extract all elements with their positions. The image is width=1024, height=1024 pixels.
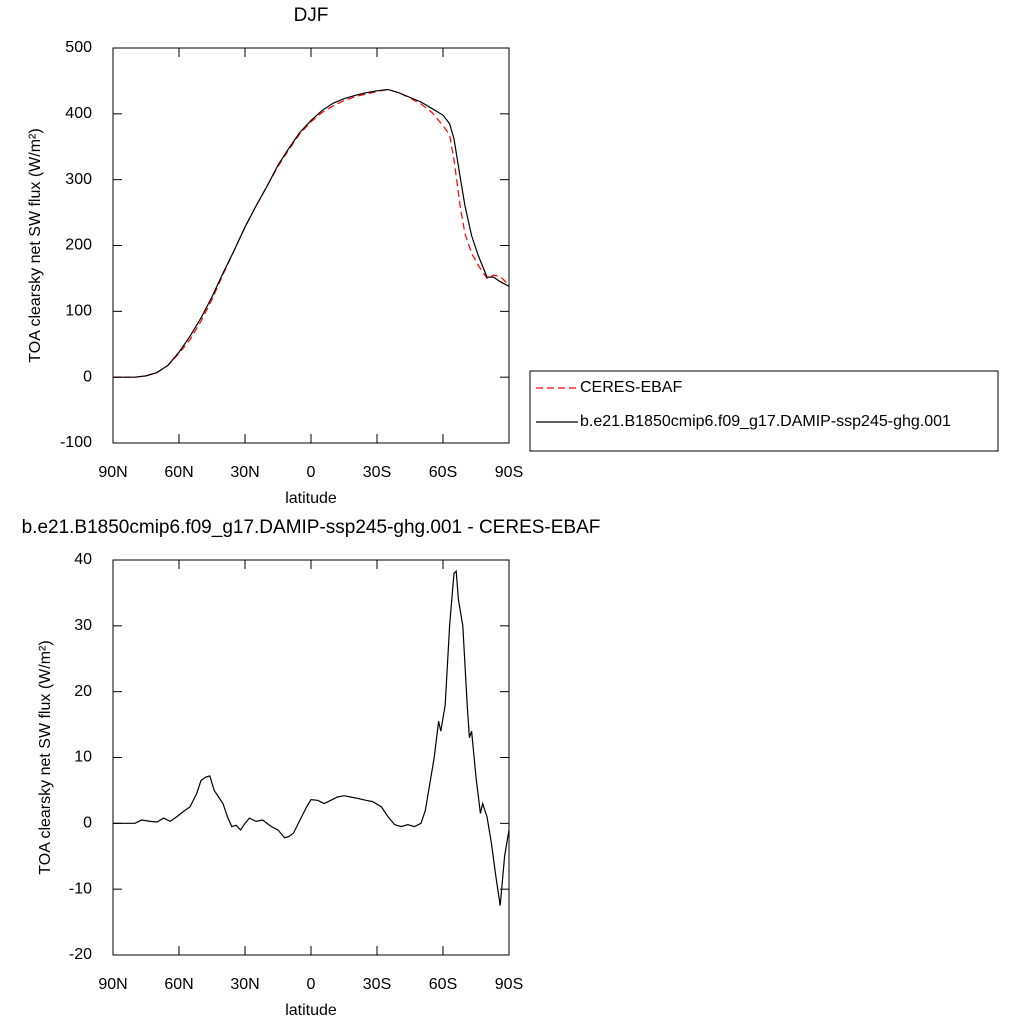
- y-tick-label: 0: [83, 815, 92, 832]
- y-tick-label: 20: [74, 683, 92, 700]
- legend-label: CERES-EBAF: [580, 379, 682, 396]
- y-axis-label: TOA clearsky net SW flux (W/m²): [37, 640, 54, 874]
- y-tick-label: 0: [83, 368, 92, 385]
- chart-title: b.e21.B1850cmip6.f09_g17.DAMIP-ssp245-gh…: [22, 517, 601, 538]
- y-tick-label: -100: [60, 434, 92, 451]
- x-tick-label: 30N: [230, 976, 259, 993]
- y-tick-label: -20: [69, 946, 92, 963]
- x-tick-label: 90S: [495, 976, 523, 993]
- x-tick-label: 0: [307, 976, 316, 993]
- data-line: [113, 88, 510, 378]
- x-tick-label: 0: [307, 464, 316, 481]
- x-axis-label: latitude: [285, 490, 337, 507]
- chart-title: DJF: [294, 5, 329, 26]
- y-tick-label: 10: [74, 749, 92, 766]
- x-tick-label: 60N: [164, 464, 193, 481]
- y-tick-label: 300: [65, 171, 92, 188]
- plot-frame: [112, 47, 510, 444]
- x-tick-label: 30N: [230, 464, 259, 481]
- x-tick-label: 30S: [363, 464, 391, 481]
- y-tick-label: 30: [74, 617, 92, 634]
- x-tick-label: 60S: [429, 976, 457, 993]
- x-tick-label: 30S: [363, 976, 391, 993]
- y-tick-label: 500: [65, 39, 92, 56]
- data-line: [113, 569, 510, 906]
- x-tick-label: 90N: [98, 464, 127, 481]
- legend: CERES-EBAF b.e21.B1850cmip6.f09_g17.DAMIP…: [529, 370, 999, 452]
- y-tick-label: -10: [69, 880, 92, 897]
- x-tick-label: 60N: [164, 976, 193, 993]
- legend-label: b.e21.B1850cmip6.f09_g17.DAMIP-ssp245-gh…: [580, 413, 951, 430]
- y-axis-label: TOA clearsky net SW flux (W/m²): [27, 128, 44, 362]
- y-tick-label: 400: [65, 105, 92, 122]
- data-line: [113, 88, 510, 378]
- y-tick-label: 100: [65, 303, 92, 320]
- x-tick-label: 90S: [495, 464, 523, 481]
- x-tick-label: 60S: [429, 464, 457, 481]
- y-tick-label: 200: [65, 237, 92, 254]
- y-tick-label: 40: [74, 551, 92, 568]
- x-axis-label: latitude: [285, 1002, 337, 1019]
- legend-box: [529, 370, 999, 452]
- x-tick-label: 90N: [98, 976, 127, 993]
